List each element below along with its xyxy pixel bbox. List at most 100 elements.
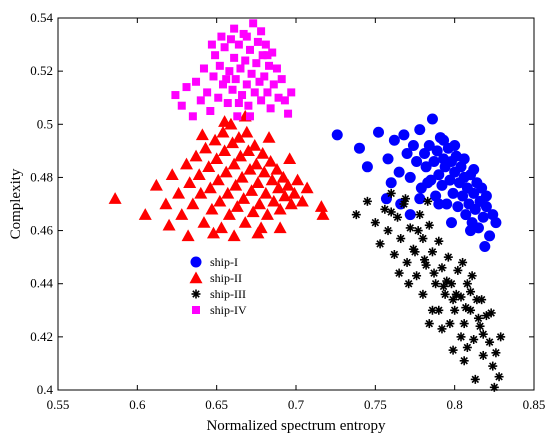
point-ship-iv [209,72,218,81]
point-ship-i [419,148,431,160]
point-ship-i [433,169,445,181]
point-ship-iv [249,19,258,28]
point-ship-ii [213,194,227,207]
point-ship-iii [370,218,380,228]
point-ship-iv [250,88,259,97]
point-ship-ii [237,192,251,204]
point-ship-ii [259,186,273,199]
point-ship-ii [295,194,309,207]
point-ship-iv [241,56,250,65]
legend-entry-ship-ii: ship-II [189,271,242,285]
point-ship-ii [159,197,173,210]
point-ship-iii [383,226,393,236]
point-ship-ii [232,131,246,143]
point-ship-iv [199,64,208,73]
point-ship-ii [165,168,179,180]
x-tick-label: 0.75 [364,397,387,412]
point-ship-i [438,134,450,146]
point-ship-iii [386,188,396,198]
point-ship-iv [215,61,224,70]
point-ship-ii [230,200,244,212]
point-ship-i [407,140,419,152]
point-ship-i [398,129,410,141]
point-ship-iv [231,75,240,84]
y-tick-label: 0.44 [30,276,53,291]
point-ship-iii [424,319,434,329]
point-ship-i [420,161,432,173]
point-ship-iii [488,361,498,371]
point-ship-ii [189,149,203,162]
point-ship-i [476,182,488,194]
point-ship-iii [437,263,447,273]
point-ship-i [385,177,397,189]
point-ship-iv [265,61,274,70]
point-ship-i [458,153,470,165]
point-ship-iv [236,64,245,73]
legend-marker-ship-iv [192,306,200,314]
point-ship-ii [226,136,240,149]
point-ship-i [404,209,416,221]
point-ship-iv [214,93,223,102]
point-ship-iii [402,257,412,267]
point-ship-iii [478,350,488,360]
point-ship-iii [453,265,463,275]
point-ship-i [449,140,461,152]
point-ship-iv [206,107,215,115]
point-ship-iii [473,313,483,323]
point-ship-iv [220,43,229,52]
point-ship-iii [475,321,485,331]
point-ship-i [423,140,435,152]
point-ship-ii [218,115,232,127]
point-ship-i [447,187,459,199]
point-ship-iii [424,220,434,230]
point-ship-iii [413,226,423,236]
legend-entry-ship-iv: ship-IV [192,303,247,317]
point-ship-ii [206,226,220,239]
point-ship-ii [273,221,287,234]
point-ship-iii [404,279,414,289]
point-ship-i [353,142,365,154]
point-ship-iii [437,324,447,334]
point-ship-iii [459,356,469,366]
point-ship-ii [276,170,290,183]
point-ship-iv [188,112,197,121]
point-ship-ii [240,125,254,138]
point-ship-iii [420,255,430,265]
point-ship-ii [246,205,260,218]
point-ship-ii [210,152,224,165]
point-ship-ii [138,208,152,220]
point-ship-iv [223,99,232,108]
point-ship-i [393,166,405,178]
point-ship-iv [230,53,239,62]
legend-label: ship-I [210,255,238,269]
point-ship-iv [252,59,261,68]
point-ship-i [411,155,423,167]
point-ship-iii [456,332,466,342]
x-axis-title: Normalized spectrum entropy [206,418,386,434]
point-ship-ii [257,165,271,178]
y-tick-label: 0.42 [30,329,53,344]
point-ship-iv [284,109,293,118]
point-ship-iii [443,252,453,262]
point-ship-iii [469,335,479,345]
point-ship-ii [203,181,217,194]
legend-label: ship-IV [210,303,247,317]
point-ship-ii [284,197,298,210]
point-ship-ii [245,184,259,196]
point-ship-iii [458,257,468,267]
point-ship-iv [238,91,247,100]
point-ship-iii [415,210,425,220]
point-ship-iv [222,75,231,84]
point-ship-ii [241,144,255,157]
point-ship-i [484,230,496,242]
point-ship-i [373,126,385,138]
point-ship-ii [208,133,222,146]
legend-marker-ship-iii [191,289,201,299]
point-ship-ii [149,178,163,191]
point-ship-ii [194,186,208,199]
point-ship-ii [248,139,262,151]
x-tick-label: 0.85 [523,397,546,412]
point-ship-iv [171,91,180,100]
point-ship-ii [251,176,265,188]
point-ship-i [468,187,480,199]
